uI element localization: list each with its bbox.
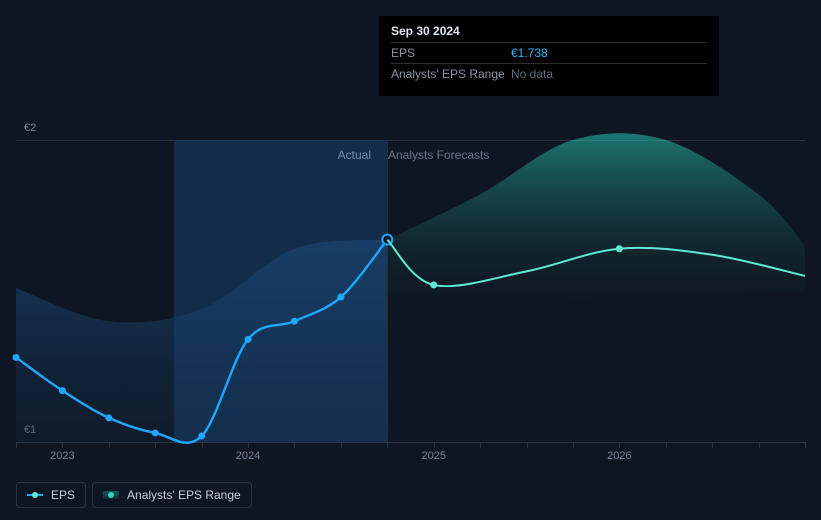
x-minor-tick <box>155 442 156 448</box>
chart-tooltip: Sep 30 2024 EPS €1.738 Analysts' EPS Ran… <box>379 16 719 96</box>
x-minor-tick <box>527 442 528 448</box>
legend-label: Analysts' EPS Range <box>127 488 241 502</box>
eps-actual-marker[interactable] <box>105 414 112 421</box>
tooltip-row-label: EPS <box>391 43 511 63</box>
x-minor-tick <box>480 442 481 448</box>
plot-area[interactable] <box>16 140 805 442</box>
x-minor-tick <box>387 442 388 448</box>
x-minor-tick <box>202 442 203 448</box>
x-minor-tick <box>62 442 63 448</box>
x-minor-tick <box>805 442 806 448</box>
eps-actual-marker[interactable] <box>59 387 66 394</box>
x-minor-tick <box>294 442 295 448</box>
x-minor-tick <box>16 442 17 448</box>
eps-forecast-marker[interactable] <box>616 245 623 252</box>
x-minor-tick <box>434 442 435 448</box>
tooltip-row-value: No data <box>511 64 553 84</box>
x-tick-label: 2026 <box>607 450 631 462</box>
legend: EPS Analysts' EPS Range <box>16 482 252 508</box>
line-swatch-icon <box>27 491 43 499</box>
legend-item-eps[interactable]: EPS <box>16 482 86 508</box>
x-axis <box>16 442 805 443</box>
forecast-range-area <box>387 133 805 306</box>
tooltip-row: EPS €1.738 <box>391 42 707 63</box>
eps-actual-marker[interactable] <box>198 432 205 439</box>
x-tick-label: 2024 <box>236 450 260 462</box>
legend-item-analysts-range[interactable]: Analysts' EPS Range <box>92 482 252 508</box>
eps-forecast-chart: €2 €1 Actual Analysts Forecasts Sep 30 2… <box>0 0 821 520</box>
x-minor-tick <box>666 442 667 448</box>
x-minor-tick <box>341 442 342 448</box>
x-minor-tick <box>619 442 620 448</box>
eps-forecast-marker[interactable] <box>430 281 437 288</box>
actual-highlight-band <box>174 140 387 442</box>
tooltip-row: Analysts' EPS Range No data <box>391 63 707 84</box>
tooltip-row-value: €1.738 <box>511 43 548 63</box>
x-minor-tick <box>109 442 110 448</box>
legend-label: EPS <box>51 488 75 502</box>
eps-actual-marker[interactable] <box>13 354 20 361</box>
x-minor-tick <box>248 442 249 448</box>
y-tick-label: €2 <box>24 122 36 134</box>
tooltip-row-label: Analysts' EPS Range <box>391 64 511 84</box>
eps-actual-marker[interactable] <box>337 294 344 301</box>
range-swatch-icon <box>103 491 119 499</box>
plot-svg <box>16 140 805 442</box>
x-minor-tick <box>712 442 713 448</box>
x-minor-tick <box>759 442 760 448</box>
eps-actual-marker[interactable] <box>291 318 298 325</box>
eps-actual-marker[interactable] <box>245 336 252 343</box>
eps-actual-marker[interactable] <box>152 429 159 436</box>
x-tick-label: 2023 <box>50 450 74 462</box>
x-minor-tick <box>573 442 574 448</box>
x-tick-label: 2025 <box>421 450 445 462</box>
tooltip-title: Sep 30 2024 <box>391 24 707 38</box>
